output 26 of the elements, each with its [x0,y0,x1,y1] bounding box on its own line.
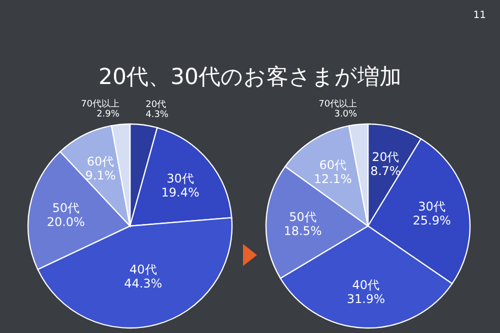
slice-label: 60代 [86,154,114,169]
data-label: 12.1% [314,172,352,186]
slice-label: 30代 [418,199,446,214]
slice-label: 70代以上 [318,98,358,110]
data-label: 25.9% [412,213,451,228]
data-label: 19.4% [161,185,200,200]
slice-label: 30代 [166,171,194,186]
data-label: 44.3% [124,276,162,290]
slice-label: 40代 [130,262,157,276]
chart-title: 20代、30代のお客さまが増加 [98,65,402,90]
slice-label: 50代 [52,200,80,215]
data-label: 4.3% [146,110,169,120]
data-label: 31.9% [346,292,386,306]
data-label: 20.0% [46,214,85,229]
slice-label: 40代 [352,278,380,292]
slice-label: 60代 [319,158,347,172]
slice-label: 20代 [372,150,400,164]
data-label: 9.1% [85,168,116,183]
slice-label: 50代 [289,210,316,224]
data-label: 2.9% [96,109,120,120]
data-label: 8.7% [370,164,401,178]
slice-label: 70代以上 [80,98,120,110]
data-label: 3.0% [334,110,358,120]
slice-label: 20代 [146,99,166,110]
text: 11 [473,10,486,21]
data-label: 18.5% [284,224,322,238]
